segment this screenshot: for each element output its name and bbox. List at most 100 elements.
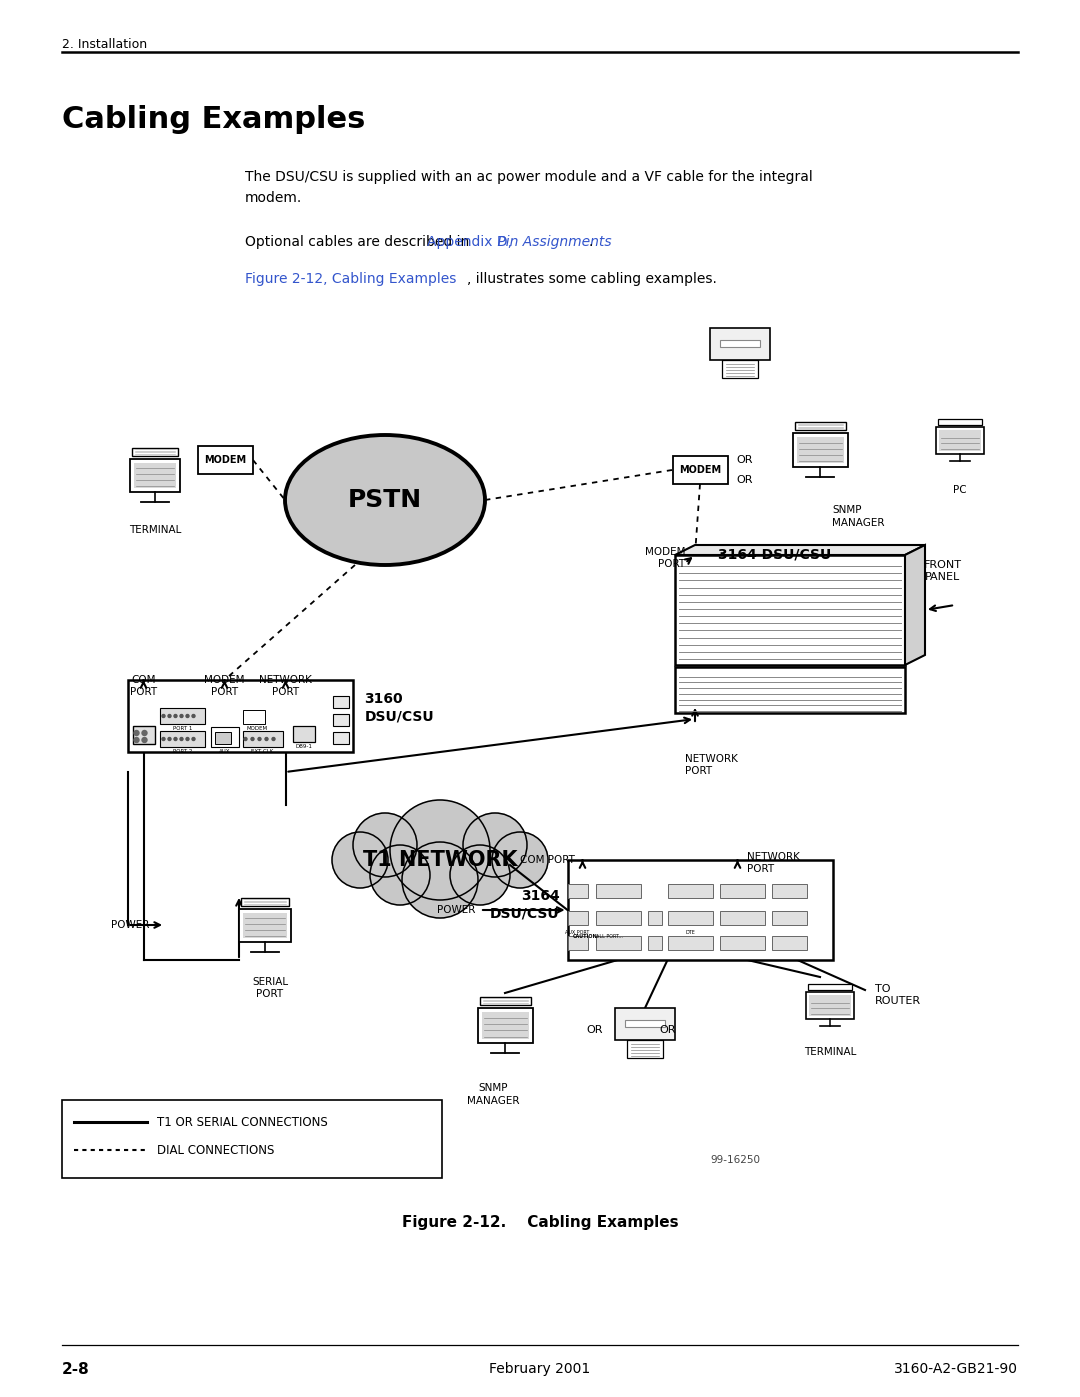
- Text: PORT 2: PORT 2: [173, 749, 192, 754]
- Bar: [719, 884, 765, 898]
- Bar: [793, 433, 848, 467]
- Bar: [132, 447, 178, 455]
- Bar: [797, 437, 843, 462]
- Bar: [198, 446, 253, 474]
- Text: ALL PORT...: ALL PORT...: [595, 935, 622, 939]
- Text: DTE: DTE: [685, 930, 694, 935]
- Bar: [675, 666, 905, 712]
- Circle shape: [141, 731, 147, 735]
- Text: EXT CLK: EXT CLK: [252, 749, 273, 754]
- Bar: [333, 732, 349, 745]
- Circle shape: [168, 714, 171, 718]
- Circle shape: [180, 714, 183, 718]
- Circle shape: [251, 738, 254, 740]
- Bar: [939, 429, 981, 450]
- Text: February 2001: February 2001: [489, 1362, 591, 1376]
- Bar: [795, 422, 846, 430]
- Bar: [673, 455, 728, 483]
- Bar: [160, 708, 204, 724]
- Bar: [130, 458, 180, 492]
- Bar: [648, 911, 661, 925]
- Circle shape: [162, 714, 165, 718]
- Text: PSTN: PSTN: [348, 488, 422, 511]
- Bar: [723, 360, 758, 379]
- Text: FRONT
PANEL: FRONT PANEL: [924, 560, 962, 583]
- Circle shape: [174, 714, 177, 718]
- Text: OR: OR: [735, 455, 753, 465]
- Bar: [625, 1020, 665, 1027]
- Bar: [936, 426, 984, 454]
- Circle shape: [244, 738, 247, 740]
- Circle shape: [370, 845, 430, 905]
- Text: SNMP
MANAGER: SNMP MANAGER: [467, 1083, 519, 1106]
- Text: TERMINAL: TERMINAL: [804, 1046, 856, 1058]
- Text: 3164 DSU/CSU: 3164 DSU/CSU: [718, 548, 832, 562]
- Bar: [567, 911, 588, 925]
- Bar: [477, 1007, 532, 1042]
- Text: AUX: AUX: [219, 749, 230, 754]
- Bar: [133, 726, 154, 745]
- Bar: [667, 936, 713, 950]
- Text: 2. Installation: 2. Installation: [62, 38, 147, 52]
- Bar: [771, 884, 807, 898]
- Circle shape: [492, 833, 548, 888]
- Circle shape: [332, 833, 388, 888]
- Circle shape: [353, 813, 417, 877]
- Bar: [667, 911, 713, 925]
- Circle shape: [168, 738, 171, 740]
- Text: The DSU/CSU is supplied with an ac power module and a VF cable for the integral
: The DSU/CSU is supplied with an ac power…: [245, 170, 813, 204]
- Text: Optional cables are described in: Optional cables are described in: [245, 235, 474, 249]
- Circle shape: [402, 842, 478, 918]
- Bar: [771, 936, 807, 950]
- Text: MODEM
PORT: MODEM PORT: [645, 548, 685, 570]
- Text: SNMP
MANAGER: SNMP MANAGER: [832, 504, 885, 528]
- Circle shape: [450, 845, 510, 905]
- Text: MODEM: MODEM: [679, 465, 721, 475]
- Circle shape: [265, 738, 268, 740]
- Text: POWER: POWER: [436, 905, 475, 915]
- Circle shape: [134, 738, 139, 742]
- Circle shape: [390, 800, 490, 900]
- Bar: [333, 714, 349, 726]
- Text: MODEM: MODEM: [204, 455, 246, 465]
- Text: NETWORK
PORT: NETWORK PORT: [747, 852, 800, 875]
- Circle shape: [174, 738, 177, 740]
- Text: MODEM: MODEM: [247, 726, 268, 731]
- Bar: [719, 911, 765, 925]
- Text: T1 OR SERIAL CONNECTIONS: T1 OR SERIAL CONNECTIONS: [157, 1115, 327, 1129]
- Bar: [806, 992, 854, 1018]
- Text: PORT 1: PORT 1: [173, 726, 192, 731]
- Text: TO
ROUTER: TO ROUTER: [875, 983, 921, 1006]
- Text: TERMINAL: TERMINAL: [129, 525, 181, 535]
- Text: COM PORT: COM PORT: [519, 855, 575, 865]
- Text: 3160
DSU/CSU: 3160 DSU/CSU: [365, 693, 434, 724]
- Text: MODEM
PORT: MODEM PORT: [204, 675, 245, 697]
- Circle shape: [463, 813, 527, 877]
- Bar: [127, 680, 352, 752]
- Circle shape: [258, 738, 261, 740]
- Text: Appendix D,: Appendix D,: [427, 235, 512, 249]
- Text: T1 NETWORK: T1 NETWORK: [363, 849, 517, 870]
- Bar: [648, 936, 661, 950]
- Bar: [939, 419, 982, 425]
- Bar: [293, 726, 314, 742]
- Bar: [211, 726, 239, 747]
- Text: Figure 2-12, Cabling Examples: Figure 2-12, Cabling Examples: [245, 272, 457, 286]
- Circle shape: [180, 738, 183, 740]
- Bar: [239, 908, 291, 942]
- Text: Pin Assignments: Pin Assignments: [492, 235, 611, 249]
- Bar: [333, 696, 349, 708]
- Bar: [160, 731, 204, 747]
- Bar: [243, 731, 283, 747]
- Text: COM
PORT: COM PORT: [130, 675, 157, 697]
- Text: OR: OR: [660, 1025, 676, 1035]
- Bar: [243, 710, 265, 724]
- Bar: [675, 555, 905, 665]
- Bar: [243, 912, 287, 937]
- Circle shape: [134, 731, 139, 735]
- Bar: [809, 995, 851, 1016]
- Bar: [808, 983, 852, 989]
- Bar: [771, 911, 807, 925]
- Bar: [627, 1039, 663, 1058]
- Text: Figure 2-12.    Cabling Examples: Figure 2-12. Cabling Examples: [402, 1215, 678, 1229]
